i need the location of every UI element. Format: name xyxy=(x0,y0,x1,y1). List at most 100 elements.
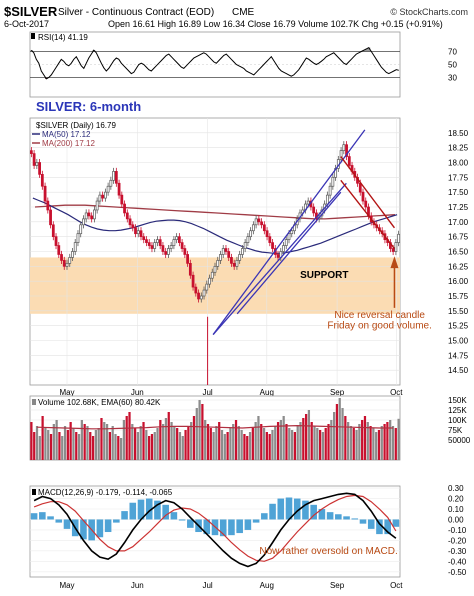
volume-bar xyxy=(201,404,204,460)
volume-bar xyxy=(282,416,285,460)
volume-bar xyxy=(49,434,53,460)
volume-bar xyxy=(397,418,400,460)
volume-bar xyxy=(375,432,378,460)
macd-tick-label: 0.30 xyxy=(448,484,464,493)
candle-body xyxy=(65,263,69,267)
macd-histogram-bar xyxy=(326,512,334,520)
volume-bar xyxy=(35,426,39,460)
price-tick-label: 16.50 xyxy=(448,248,469,257)
volume-bar xyxy=(251,428,254,460)
volume-bar xyxy=(204,420,207,460)
volume-bar xyxy=(30,422,33,460)
candle-body xyxy=(35,162,39,166)
volume-bar xyxy=(341,408,344,460)
rsi-line xyxy=(30,46,399,80)
macd-month-label: Oct xyxy=(390,581,403,590)
candle-body xyxy=(213,265,217,273)
volume-bar xyxy=(358,424,361,460)
price-tick-label: 18.50 xyxy=(448,129,469,138)
candle-body xyxy=(172,239,176,246)
candle-body xyxy=(120,194,124,205)
candle-body xyxy=(364,200,368,208)
macd-histogram-bar xyxy=(96,519,104,538)
volume-bar xyxy=(310,422,313,460)
candle-body xyxy=(32,153,36,166)
macd-month-label: Aug xyxy=(260,581,274,590)
macd-tick-label: 0.10 xyxy=(448,505,464,514)
candle-body xyxy=(150,245,154,249)
ma50-line xyxy=(32,197,398,254)
volume-bar xyxy=(61,436,64,460)
candle-body xyxy=(202,289,206,297)
volume-bar xyxy=(91,436,95,460)
chart-header: $SILVER Silver - Continuous Contract (EO… xyxy=(4,4,468,29)
candle-body xyxy=(345,144,348,157)
ohlc-line: Open 16.61 High 16.89 Low 16.34 Close 16… xyxy=(108,19,443,29)
macd-histogram-bar xyxy=(30,513,38,520)
volume-bar xyxy=(352,428,355,460)
volume-bar xyxy=(304,414,308,460)
rsi-tick-label: 70 xyxy=(448,48,457,57)
candle-body xyxy=(186,254,189,264)
price-tick-label: 15.25 xyxy=(448,322,469,331)
volume-bar xyxy=(324,428,327,460)
volume-bar xyxy=(145,430,148,460)
macd-histogram-bar xyxy=(335,514,342,520)
volume-bar xyxy=(63,426,67,460)
volume-bar xyxy=(103,422,106,460)
candle-body xyxy=(249,230,253,238)
volume-tick-label: 100K xyxy=(448,416,467,425)
volume-bar xyxy=(338,398,341,460)
candle-body xyxy=(101,194,105,199)
volume-bar xyxy=(128,412,131,460)
volume-tick-label: 50000 xyxy=(448,436,471,445)
volume-bar xyxy=(206,424,210,460)
volume-bar xyxy=(318,430,322,460)
candle-body xyxy=(312,206,316,214)
macd-histogram-bar xyxy=(178,519,186,521)
candle-body xyxy=(158,239,162,246)
volume-bar xyxy=(366,422,369,460)
candle-body xyxy=(276,254,280,258)
month-label: Jul xyxy=(202,388,212,397)
macd-histogram-bar xyxy=(187,519,194,528)
volume-bar xyxy=(347,422,350,460)
candle-body xyxy=(331,176,335,187)
volume-bar xyxy=(181,436,184,460)
macd-histogram-bar xyxy=(351,518,359,520)
volume-bar xyxy=(58,432,61,460)
symbol-label: $SILVER xyxy=(4,4,58,19)
volume-bar xyxy=(290,430,294,460)
price-tick-label: 15.75 xyxy=(448,292,469,301)
macd-legend: MACD(12,26,9) -0.179, -0.114, -0.065 xyxy=(38,488,173,497)
macd-histogram-bar xyxy=(277,498,285,520)
volume-bar xyxy=(100,418,103,460)
candle-body xyxy=(43,185,47,202)
volume-bar xyxy=(176,428,179,460)
volume-bar xyxy=(355,430,358,460)
volume-bar xyxy=(363,416,367,460)
candle-body xyxy=(268,236,272,243)
macd-histogram-bar xyxy=(285,497,293,520)
volume-bar xyxy=(215,426,218,460)
macd-histogram-bar xyxy=(47,516,54,520)
macd-histogram-bar xyxy=(228,519,235,536)
candle-body xyxy=(183,248,187,255)
volume-bar xyxy=(69,422,72,460)
volume-bar xyxy=(153,432,156,460)
candle-body xyxy=(208,277,211,285)
rsi-overbought-fill xyxy=(365,48,368,52)
candle-body xyxy=(161,245,165,252)
candle-body xyxy=(194,286,198,294)
volume-bar xyxy=(246,436,249,460)
macd-histogram-bar xyxy=(80,519,87,540)
macd-histogram-bar xyxy=(359,519,367,524)
candle-body xyxy=(145,239,148,243)
candle-body xyxy=(235,260,239,267)
candle-body xyxy=(216,260,220,267)
candle-body xyxy=(394,242,398,252)
macd-tick-label: -0.20 xyxy=(448,536,467,545)
wedge-lower-line xyxy=(340,179,396,249)
volume-bar xyxy=(254,422,257,460)
